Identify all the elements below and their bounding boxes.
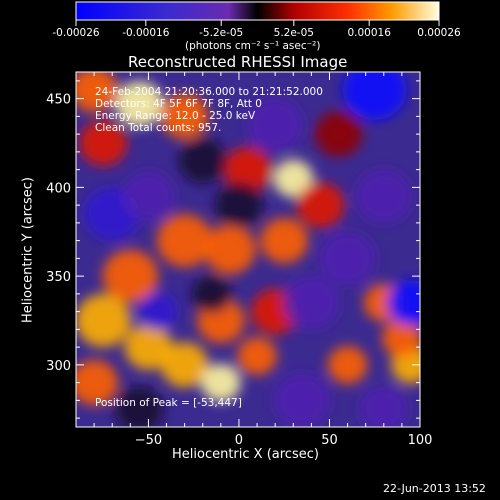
heatmap-blob xyxy=(314,111,363,157)
footer-timestamp: 22-Jun-2013 13:52 xyxy=(383,482,486,495)
heatmap-blob xyxy=(76,294,132,347)
colorbar: -0.00026 -0.00016 -5.2e-05 5.2e-05 0.00016 0.… xyxy=(52,1,461,39)
heatmap-blob xyxy=(224,146,272,193)
heatmap-blob xyxy=(137,292,178,331)
heatmap-blob xyxy=(296,182,345,228)
colorbar-tick-label: 0.00026 xyxy=(417,27,461,39)
y-tick-label: 350 xyxy=(46,270,71,285)
y-tick-label: 450 xyxy=(46,93,71,108)
heatmap-blob xyxy=(273,159,314,198)
x-tick-label: −50 xyxy=(135,433,162,448)
heatmap-blob xyxy=(204,224,256,275)
heatmap-blob xyxy=(342,72,407,121)
heatmap-blob xyxy=(102,249,159,303)
heatmap-blob xyxy=(387,280,420,326)
heatmap-blob xyxy=(359,386,408,427)
heatmap-blob xyxy=(160,342,209,388)
heatmap-blob xyxy=(260,217,309,264)
annotation-clean: Clean Total counts: 957. xyxy=(95,122,222,134)
chart-title: Reconstructed RHESSI Image xyxy=(128,53,348,71)
heatmap-blob xyxy=(156,214,213,268)
heatmap-blob xyxy=(191,274,232,313)
heatmap-blob xyxy=(76,72,118,113)
heatmap-blob xyxy=(122,171,175,221)
heatmap-blob xyxy=(215,182,263,228)
annotation-energy-range: Energy Range: 12.0 - 25.0 keV xyxy=(95,110,256,122)
annotation-time-range: 24-Feb-2004 21:20:36.000 to 21:21:52.000 xyxy=(95,86,323,98)
colorbar-tick-label: -0.00016 xyxy=(122,27,170,39)
heatmap-blob xyxy=(327,345,368,384)
plot-frame xyxy=(75,71,421,428)
colorbar-tick-label: 0.00016 xyxy=(347,27,391,39)
heatmap-blob xyxy=(160,93,209,140)
heatmap-blob xyxy=(79,120,128,166)
y-tick-label: 300 xyxy=(46,359,71,374)
heatmap-blob xyxy=(319,231,376,285)
colorbar-tick-label: -5.2e-05 xyxy=(199,27,243,39)
heatmap-blob xyxy=(274,373,331,427)
heatmap-blob xyxy=(76,359,118,406)
annotation-detectors: Detectors: 4F 5F 6F 7F 8F, Att 0 xyxy=(95,98,262,110)
x-axis-label: Heliocentric X (arcsec) xyxy=(172,447,319,462)
y-axis-label: Heliocentric Y (arcsec) xyxy=(20,177,36,323)
heatmap-blob xyxy=(115,386,164,427)
colorbar-unit-label: (photons cm⁻² s⁻¹ asec⁻²) xyxy=(185,40,321,52)
heatmap-blob xyxy=(283,276,340,330)
colorbar-tick-label: 5.2e-05 xyxy=(274,27,314,39)
heatmap-blob xyxy=(381,319,420,358)
x-tick-label: 100 xyxy=(408,433,433,448)
heatmap-blob xyxy=(247,98,304,152)
heatmap-blob xyxy=(178,138,227,184)
heatmap-blob xyxy=(124,324,173,370)
heatmap-blob xyxy=(200,363,241,402)
colorbar-gradient xyxy=(75,1,440,21)
x-tick-label: 0 xyxy=(235,433,243,448)
heatmap-blob xyxy=(115,81,164,127)
colorbar-tick-label: -0.00026 xyxy=(52,27,100,39)
annotation-peak-position: Position of Peak = [-53,447] xyxy=(95,397,242,409)
y-tick-label: 400 xyxy=(46,181,71,196)
heatmap-blob xyxy=(237,337,277,375)
heatmap-blob xyxy=(355,169,412,223)
x-tick-label: 50 xyxy=(321,433,338,448)
